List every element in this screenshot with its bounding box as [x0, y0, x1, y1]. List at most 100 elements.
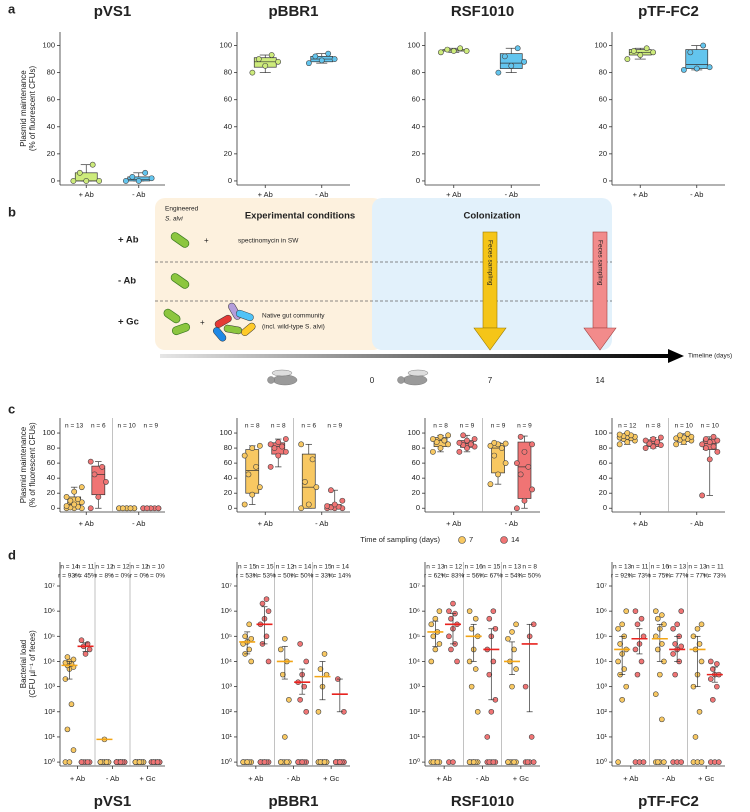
data-point: [460, 432, 467, 439]
n-label: n = 10: [118, 423, 137, 430]
n-label: n = 14: [331, 564, 350, 571]
n-label: n = 6: [91, 423, 106, 430]
row-label: - Ab: [118, 276, 136, 287]
n-label: n = 14: [60, 564, 79, 571]
data-point: [530, 759, 537, 765]
data-point: [83, 178, 90, 184]
data-point: [457, 45, 464, 52]
n-label: n = 13: [688, 564, 707, 571]
data-point: [284, 759, 290, 765]
data-point: [529, 441, 535, 448]
data-point: [433, 439, 440, 445]
data-point: [67, 497, 74, 504]
data-point: [694, 625, 701, 632]
r-label: r = 53%: [236, 573, 259, 580]
data-point: [615, 625, 621, 632]
data-point: [122, 178, 129, 184]
y-tick-label: 60: [224, 95, 232, 104]
data-point: [490, 608, 497, 614]
data-point: [63, 503, 70, 509]
y-tick-label: 80: [224, 443, 232, 452]
data-point: [450, 759, 456, 765]
y-tick-label: 60: [224, 458, 232, 467]
r-label: r = 93%: [58, 573, 81, 580]
data-point: [486, 615, 493, 622]
data-point: [699, 441, 706, 448]
panel-letter: d: [8, 547, 16, 562]
data-point: [706, 456, 713, 463]
data-point: [450, 48, 457, 54]
data-point: [670, 625, 676, 632]
data-point: [502, 440, 509, 447]
y-tick-label: 100: [594, 428, 607, 437]
r-label: r = 67%: [480, 573, 503, 580]
data-point: [282, 436, 289, 442]
x-tick-label: + Ab: [633, 519, 648, 528]
strain-label: S. alvi: [165, 216, 183, 223]
x-tick-label: - Ab: [690, 190, 703, 199]
data-point: [303, 708, 310, 715]
y-tick-label: 20: [47, 149, 55, 158]
data-point: [474, 708, 481, 715]
data-point: [634, 621, 641, 628]
y-tick-label: 80: [599, 443, 607, 452]
y-tick-label: 10⁷: [596, 581, 607, 590]
box: [245, 449, 260, 494]
bee-icon: [397, 369, 429, 386]
data-point: [263, 633, 270, 640]
data-point: [253, 463, 259, 470]
data-point: [706, 439, 713, 445]
x-tick-label: - Ab: [662, 774, 675, 783]
data-point: [246, 646, 252, 653]
data-point: [249, 445, 256, 451]
n-label: n = 8: [433, 423, 448, 430]
x-tick-label: - Ab: [287, 774, 300, 783]
data-point: [456, 439, 463, 446]
r-label: r = 73%: [704, 573, 727, 580]
legend-swatch: [500, 536, 508, 544]
y-tick-label: 40: [412, 473, 420, 482]
n-label: n = 12: [130, 564, 149, 571]
data-point: [522, 683, 529, 690]
data-point: [432, 646, 439, 653]
n-label: n = 12: [276, 564, 295, 571]
y-tick-label: 10⁰: [409, 757, 420, 766]
data-point: [517, 433, 524, 440]
arrow-head: [583, 327, 617, 351]
data-point: [687, 49, 694, 56]
data-point: [692, 734, 699, 740]
bacterium: [170, 232, 190, 248]
n-label: n = 8: [245, 423, 260, 430]
data-point: [87, 458, 94, 465]
n-label: n = 12: [111, 564, 130, 571]
data-point: [148, 175, 155, 182]
data-point: [657, 442, 664, 448]
y-tick-label: 10⁶: [221, 606, 232, 615]
data-point: [643, 45, 650, 52]
data-point: [445, 432, 452, 439]
r-label: r = 33%: [311, 573, 334, 580]
data-point: [248, 635, 255, 642]
data-point: [448, 646, 454, 653]
n-label: n = 10: [701, 423, 720, 430]
data-point: [659, 641, 665, 647]
data-point: [136, 759, 143, 765]
data-point: [655, 759, 661, 765]
subplot-title: RSF1010: [451, 793, 514, 810]
data-point: [154, 759, 161, 765]
data-point: [64, 654, 71, 660]
n-label: n = 6: [301, 423, 316, 430]
data-point: [490, 658, 497, 665]
y-tick-label: 40: [412, 122, 420, 131]
data-point: [445, 441, 452, 448]
data-point: [456, 448, 463, 455]
data-point: [642, 445, 649, 451]
y-tick-label: 10⁰: [221, 757, 232, 766]
panel-letter: b: [8, 204, 16, 219]
data-point: [331, 501, 338, 508]
n-label: n = 13: [503, 564, 522, 571]
r-label: r = 0%: [130, 573, 149, 580]
data-point: [696, 708, 703, 715]
subplot-title: pTF-FC2: [638, 3, 699, 20]
y-axis-label: Bacterial load: [19, 640, 28, 688]
